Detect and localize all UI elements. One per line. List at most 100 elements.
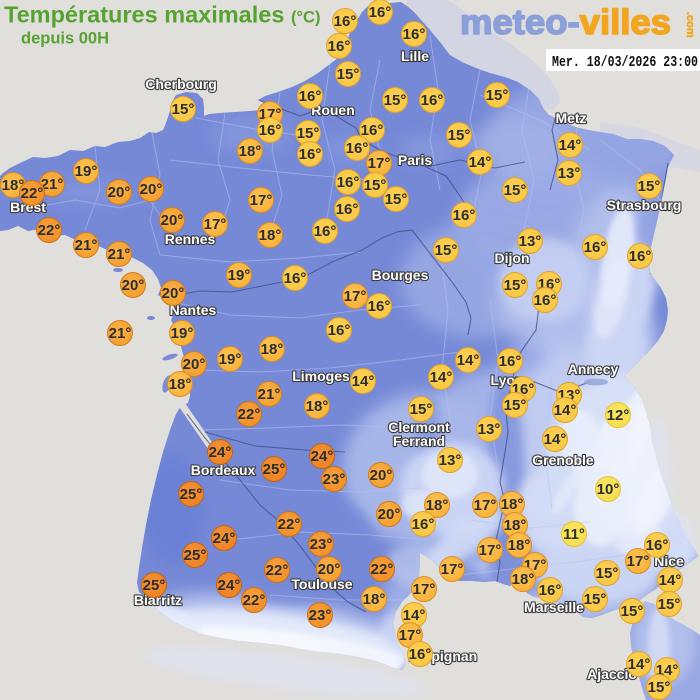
svg-text:meteo-villes: meteo-villes — [460, 3, 671, 42]
svg-text:15°: 15° — [448, 127, 471, 144]
svg-text:Grenoble: Grenoble — [532, 452, 594, 468]
svg-text:17°: 17° — [627, 553, 650, 570]
svg-text:13°: 13° — [558, 165, 581, 182]
svg-text:15°: 15° — [621, 603, 644, 620]
svg-text:Annecy: Annecy — [568, 361, 619, 377]
svg-text:16°: 16° — [412, 516, 435, 533]
svg-text:15°: 15° — [297, 125, 320, 142]
svg-text:16°: 16° — [369, 4, 392, 21]
svg-text:21°: 21° — [75, 237, 98, 254]
svg-text:15°: 15° — [384, 92, 407, 109]
svg-text:18°: 18° — [504, 517, 527, 534]
svg-text:18°: 18° — [508, 537, 531, 554]
svg-text:Cherbourg: Cherbourg — [145, 76, 217, 92]
svg-text:Paris: Paris — [398, 152, 432, 168]
svg-text:25°: 25° — [263, 461, 286, 478]
svg-text:22°: 22° — [278, 516, 301, 533]
svg-text:14°: 14° — [457, 352, 480, 369]
svg-text:24°: 24° — [311, 448, 334, 465]
svg-text:18°: 18° — [169, 376, 192, 393]
svg-text:16°: 16° — [328, 38, 351, 55]
svg-text:14°: 14° — [403, 607, 426, 624]
svg-text:16°: 16° — [299, 88, 322, 105]
svg-text:15°: 15° — [504, 397, 527, 414]
svg-text:18°: 18° — [501, 496, 524, 513]
svg-text:Mer. 18/03/2026 23:00: Mer. 18/03/2026 23:00 — [552, 54, 698, 71]
svg-text:17°: 17° — [250, 192, 273, 209]
svg-text:12°: 12° — [607, 407, 630, 424]
svg-text:Nantes: Nantes — [170, 302, 217, 318]
svg-text:16°: 16° — [421, 92, 444, 109]
svg-text:14°: 14° — [430, 369, 453, 386]
svg-text:Ajaccio: Ajaccio — [587, 666, 637, 682]
svg-text:Strasbourg: Strasbourg — [607, 197, 682, 213]
svg-text:.com: .com — [684, 12, 696, 38]
svg-text:23°: 23° — [310, 536, 333, 553]
svg-text:Clermont: Clermont — [388, 419, 450, 435]
svg-text:14°: 14° — [544, 431, 567, 448]
svg-text:17°: 17° — [399, 627, 422, 644]
svg-text:15°: 15° — [658, 596, 681, 613]
svg-text:16°: 16° — [409, 646, 432, 663]
svg-text:14°: 14° — [352, 373, 375, 390]
svg-text:25°: 25° — [143, 577, 166, 594]
svg-text:19°: 19° — [171, 325, 194, 342]
svg-text:21°: 21° — [109, 325, 132, 342]
svg-text:16°: 16° — [453, 207, 476, 224]
svg-text:16°: 16° — [368, 298, 391, 315]
svg-text:17°: 17° — [368, 155, 391, 172]
svg-text:18°: 18° — [239, 143, 262, 160]
svg-text:Bordeaux: Bordeaux — [191, 462, 256, 478]
svg-text:15°: 15° — [410, 401, 433, 418]
svg-text:18°: 18° — [306, 398, 329, 415]
svg-text:16°: 16° — [284, 270, 307, 287]
svg-text:15°: 15° — [364, 177, 387, 194]
svg-text:Metz: Metz — [555, 110, 586, 126]
svg-text:Bourges: Bourges — [372, 267, 429, 283]
svg-text:24°: 24° — [213, 530, 236, 547]
svg-text:15°: 15° — [435, 242, 458, 259]
svg-text:14°: 14° — [659, 572, 682, 589]
svg-text:Limoges: Limoges — [292, 368, 350, 384]
svg-text:Températures maximales (°C): Températures maximales (°C) — [4, 2, 320, 28]
svg-text:20°: 20° — [370, 467, 393, 484]
svg-text:16°: 16° — [361, 122, 384, 139]
svg-text:16°: 16° — [346, 140, 369, 157]
svg-text:18°: 18° — [426, 497, 449, 514]
svg-text:Toulouse: Toulouse — [291, 576, 352, 592]
svg-text:16°: 16° — [334, 13, 357, 30]
svg-text:Lille: Lille — [401, 48, 429, 64]
svg-text:15°: 15° — [504, 182, 527, 199]
svg-text:Ferrand: Ferrand — [393, 433, 445, 449]
svg-text:16°: 16° — [336, 201, 359, 218]
svg-text:16°: 16° — [403, 26, 426, 43]
svg-text:20°: 20° — [183, 356, 206, 373]
svg-text:16°: 16° — [328, 322, 351, 339]
svg-text:Dijon: Dijon — [495, 250, 530, 266]
svg-text:20°: 20° — [122, 277, 145, 294]
svg-text:21°: 21° — [41, 176, 64, 193]
svg-text:21°: 21° — [258, 386, 281, 403]
svg-text:Rouen: Rouen — [311, 102, 355, 118]
svg-text:17°: 17° — [344, 288, 367, 305]
svg-text:17°: 17° — [413, 581, 436, 598]
svg-text:13°: 13° — [519, 233, 542, 250]
svg-text:18°: 18° — [363, 591, 386, 608]
svg-text:16°: 16° — [629, 248, 652, 265]
svg-text:25°: 25° — [184, 547, 207, 564]
svg-text:24°: 24° — [218, 577, 241, 594]
svg-text:19°: 19° — [219, 351, 242, 368]
svg-text:17°: 17° — [474, 497, 497, 514]
svg-text:16°: 16° — [299, 146, 322, 163]
svg-text:15°: 15° — [504, 277, 527, 294]
svg-text:10°: 10° — [597, 481, 620, 498]
svg-text:13°: 13° — [439, 452, 462, 469]
svg-text:25°: 25° — [180, 486, 203, 503]
svg-text:Marseille: Marseille — [524, 599, 584, 615]
svg-text:14°: 14° — [554, 402, 577, 419]
svg-text:22°: 22° — [243, 592, 266, 609]
svg-text:22°: 22° — [238, 406, 261, 423]
svg-text:24°: 24° — [209, 444, 232, 461]
svg-text:20°: 20° — [108, 184, 131, 201]
svg-text:16°: 16° — [337, 174, 360, 191]
